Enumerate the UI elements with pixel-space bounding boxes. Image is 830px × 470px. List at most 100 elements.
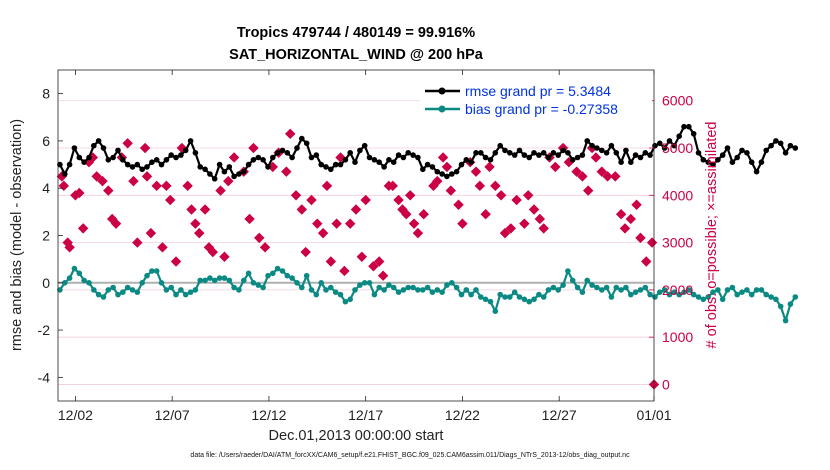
bias-point — [555, 287, 561, 293]
y-right-tick-label-2: 2000 — [662, 282, 693, 298]
rmse-point — [207, 171, 213, 177]
rmse-point — [361, 142, 368, 149]
bias-point — [734, 291, 740, 298]
bias-point — [57, 287, 63, 293]
obs-marker — [474, 180, 486, 192]
bias-point — [274, 265, 281, 272]
bias-point — [139, 280, 145, 286]
legend-rmse-marker — [438, 87, 446, 95]
rmse-point — [782, 150, 789, 156]
y-axis-left-label: rmse and bias (model - observation) — [9, 119, 25, 351]
obs-marker — [290, 190, 302, 201]
rmse-point — [299, 135, 305, 142]
rmse-point — [540, 150, 547, 156]
bias-point — [149, 268, 155, 274]
rmse-point — [342, 157, 349, 163]
rmse-point — [768, 142, 774, 149]
bias-point — [231, 284, 237, 291]
rmse-point — [250, 157, 257, 163]
bias-point — [511, 289, 518, 296]
y-right-tick-label-4: 4000 — [662, 187, 693, 203]
bias-point — [599, 287, 605, 293]
y-right-tick-label-0: 0 — [662, 376, 670, 392]
rmse-point — [652, 142, 658, 149]
obs-marker — [344, 218, 356, 229]
obs-marker — [412, 227, 424, 239]
obs-marker — [401, 209, 412, 220]
obs-marker — [445, 185, 457, 196]
rmse-point — [318, 161, 325, 168]
bias-point — [497, 291, 504, 298]
bias-point — [748, 291, 755, 298]
rmse-point — [163, 157, 170, 163]
rmse-point — [366, 154, 373, 161]
obs-marker — [91, 171, 102, 182]
obs-marker — [619, 223, 631, 234]
legend-box — [420, 78, 652, 122]
rmse-point — [91, 142, 97, 149]
bias-point — [153, 268, 160, 274]
y-left-tick-label-2: 0 — [42, 275, 50, 291]
rmse-point — [473, 150, 479, 156]
bias-point — [332, 289, 339, 296]
bias-point — [361, 280, 368, 286]
rmse-point — [76, 154, 83, 161]
bias-point — [255, 282, 262, 288]
obs-marker — [495, 190, 507, 201]
obs-marker — [368, 261, 379, 272]
rmse-point — [115, 147, 121, 154]
bias-point — [76, 270, 83, 277]
rmse-point — [265, 164, 271, 170]
obs-marker — [254, 232, 265, 244]
bias-point — [400, 287, 407, 293]
obs-marker — [602, 171, 613, 182]
obs-marker — [635, 232, 646, 244]
bias-point — [531, 296, 537, 303]
bias-point — [434, 287, 441, 293]
rmse-point — [729, 159, 736, 165]
rmse-point — [347, 150, 354, 156]
y-right-tick-label-6: 6000 — [662, 93, 693, 109]
obs-marker — [499, 227, 511, 239]
obs-marker — [418, 209, 429, 220]
bias-point — [652, 294, 658, 300]
bias-point — [574, 284, 581, 291]
rmse-point — [618, 159, 624, 165]
rmse-point — [192, 150, 199, 156]
bias-point — [715, 287, 721, 293]
rmse-point — [279, 147, 286, 154]
bias-point — [773, 296, 779, 303]
rmse-point — [792, 145, 799, 151]
bias-point — [226, 277, 233, 284]
rmse-point — [57, 161, 63, 168]
bias-point — [207, 275, 213, 281]
y-left-tick-label-6: 8 — [42, 86, 50, 102]
rmse-point — [294, 145, 300, 151]
obs-marker — [139, 142, 151, 154]
rmse-point — [603, 150, 610, 156]
bias-point — [482, 296, 489, 303]
rmse-point — [120, 157, 126, 163]
bias-point — [376, 284, 383, 291]
bias-point — [468, 291, 474, 298]
rmse-point — [226, 164, 233, 170]
bias-point — [729, 284, 736, 291]
bias-point — [405, 284, 412, 291]
rmse-point — [739, 147, 745, 154]
obs-marker — [631, 199, 642, 210]
rmse-point — [270, 154, 276, 161]
rmse-point — [526, 154, 532, 161]
rmse-point — [574, 154, 581, 161]
bias-point — [545, 287, 552, 293]
bias-point — [182, 291, 189, 298]
bias-point — [328, 284, 334, 291]
bias-point — [458, 291, 465, 298]
bias-point — [313, 291, 320, 298]
bias-point — [705, 294, 711, 300]
bias-series — [57, 265, 799, 324]
rmse-point — [410, 152, 416, 158]
bias-point — [62, 280, 68, 286]
bias-point — [666, 291, 673, 298]
rmse-point — [187, 138, 194, 144]
x-tick-label-1: 12/07 — [155, 407, 190, 423]
